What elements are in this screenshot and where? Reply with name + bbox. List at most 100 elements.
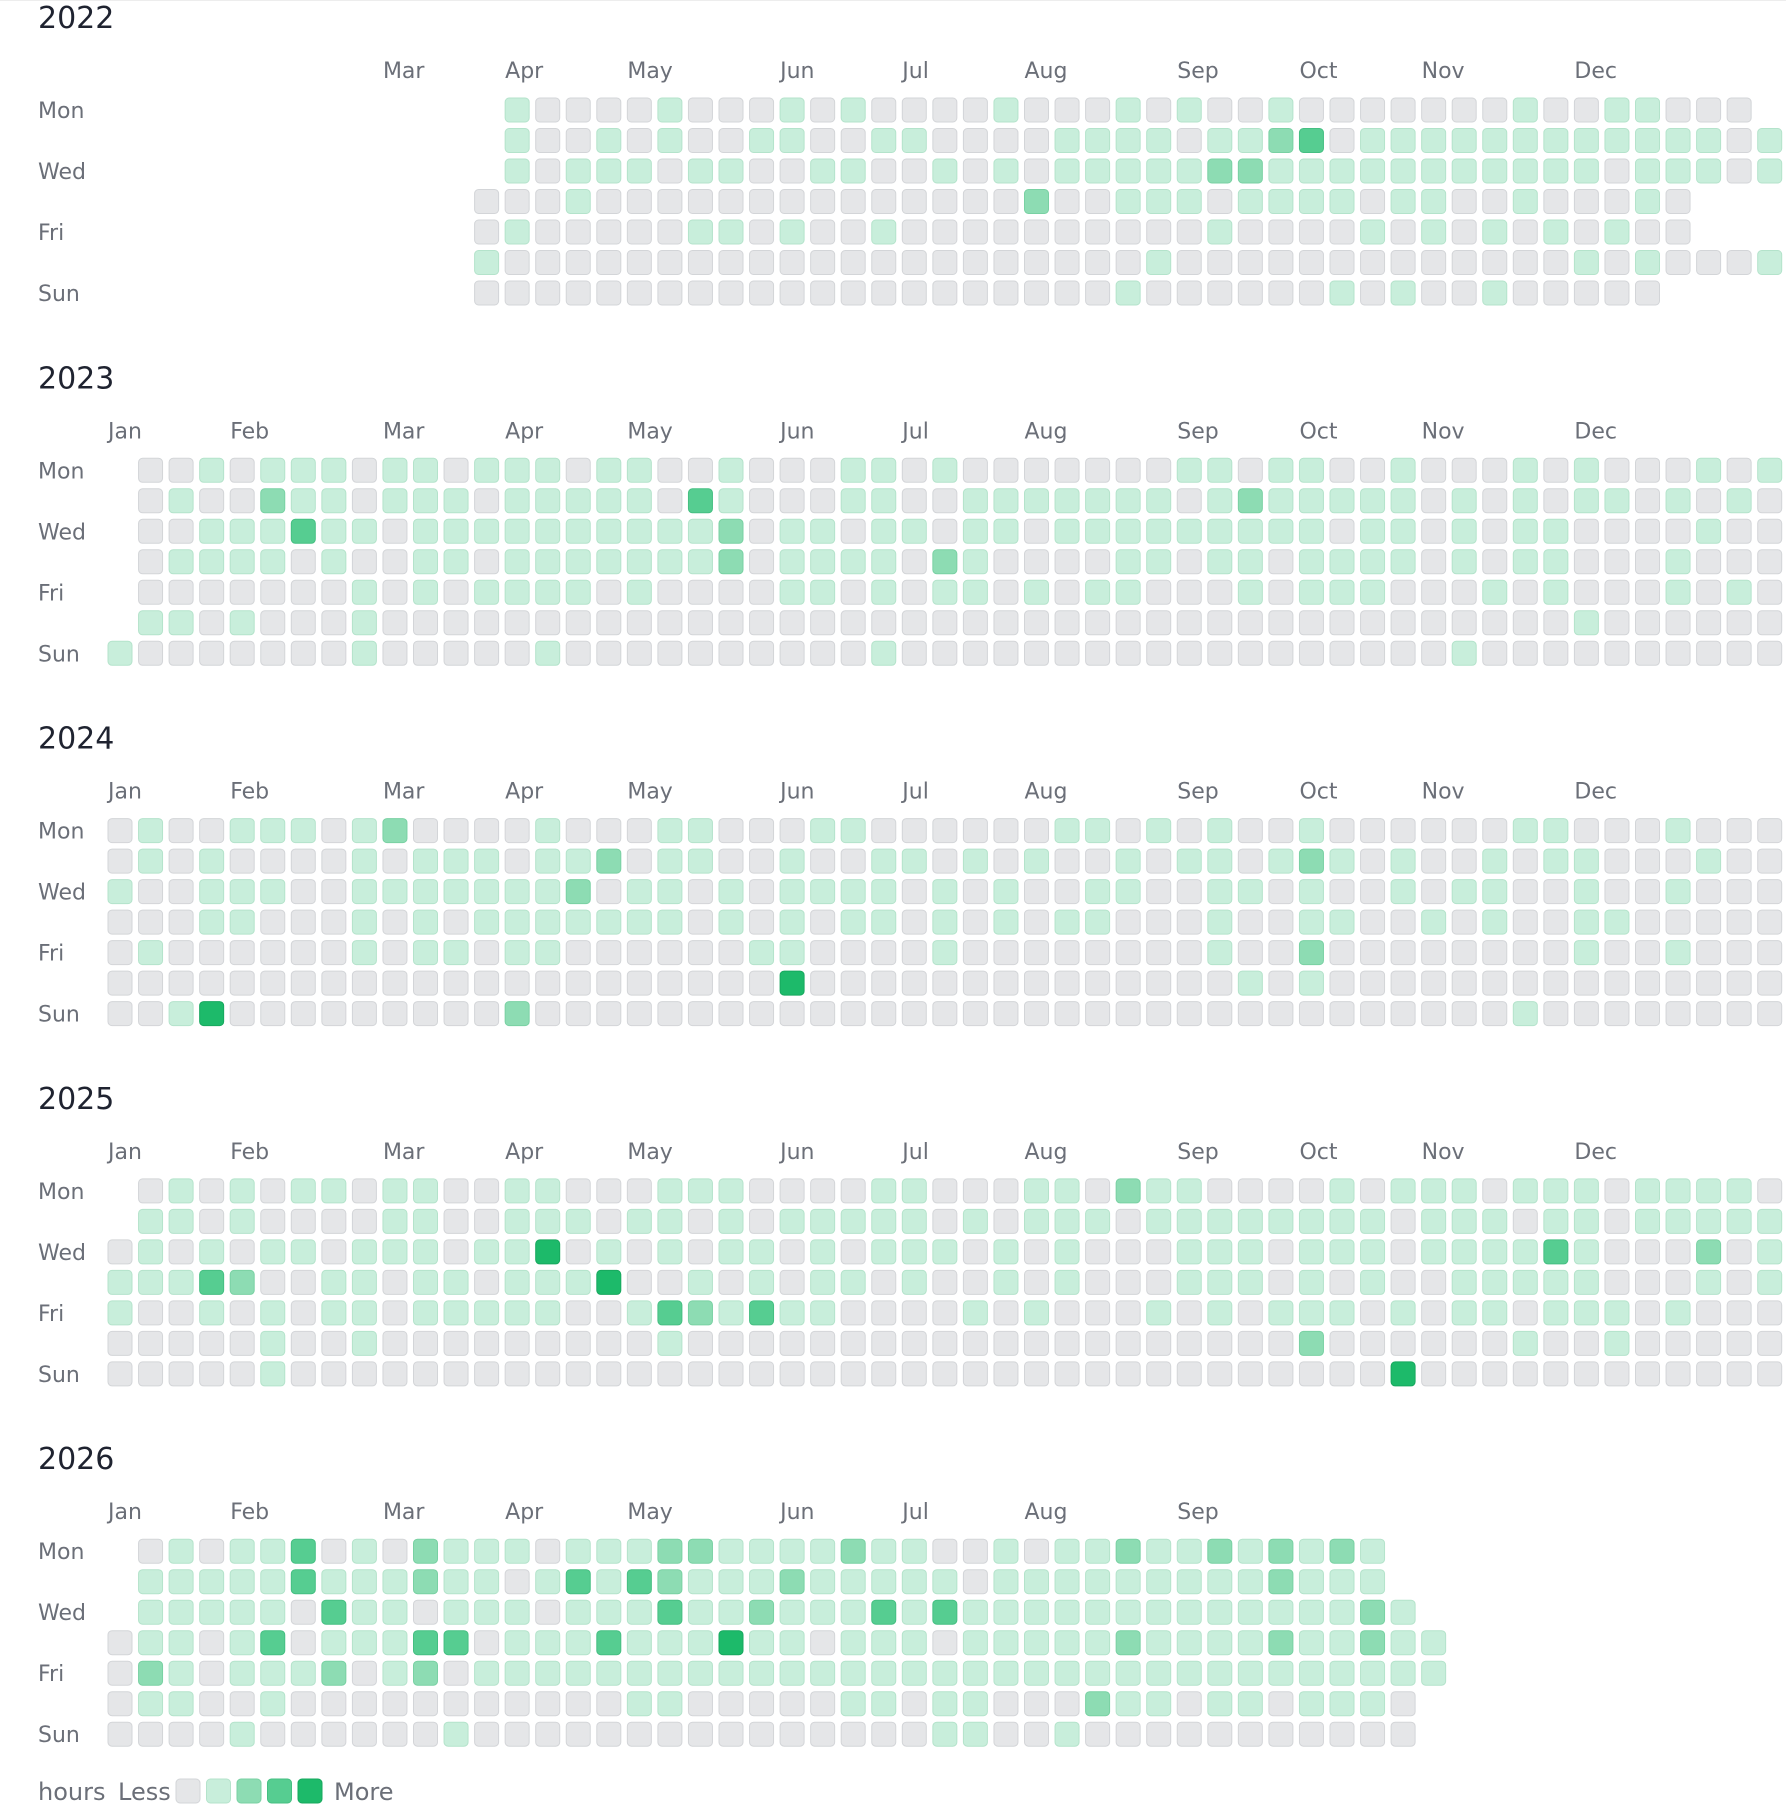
heatmap-cell[interactable]	[1543, 1178, 1569, 1204]
heatmap-cell[interactable]	[1360, 1599, 1386, 1625]
heatmap-cell[interactable]	[1237, 818, 1263, 844]
heatmap-cell[interactable]	[229, 610, 255, 636]
heatmap-cell[interactable]	[1024, 1001, 1049, 1027]
heatmap-cell[interactable]	[1268, 1001, 1294, 1027]
heatmap-cell[interactable]	[993, 1660, 1019, 1686]
heatmap-cell[interactable]	[290, 1208, 316, 1234]
heatmap-cell[interactable]	[657, 640, 683, 666]
heatmap-cell[interactable]	[901, 579, 927, 605]
heatmap-cell[interactable]	[596, 1630, 622, 1656]
heatmap-cell[interactable]	[504, 610, 530, 636]
heatmap-cell[interactable]	[657, 1300, 683, 1326]
heatmap-cell[interactable]	[474, 1660, 500, 1686]
heatmap-cell[interactable]	[1298, 579, 1324, 605]
heatmap-cell[interactable]	[1635, 579, 1660, 605]
heatmap-cell[interactable]	[138, 457, 164, 483]
heatmap-cell[interactable]	[229, 1660, 255, 1686]
heatmap-cell[interactable]	[626, 518, 652, 544]
heatmap-cell[interactable]	[1176, 518, 1202, 544]
heatmap-cell[interactable]	[413, 640, 438, 666]
heatmap-cell[interactable]	[718, 250, 744, 275]
heatmap-cell[interactable]	[1176, 128, 1202, 153]
heatmap-cell[interactable]	[1237, 1208, 1263, 1234]
heatmap-cell[interactable]	[290, 1538, 316, 1564]
heatmap-cell[interactable]	[565, 1569, 591, 1595]
heatmap-cell[interactable]	[1298, 1721, 1324, 1747]
heatmap-cell[interactable]	[840, 1691, 866, 1717]
heatmap-cell[interactable]	[1176, 549, 1202, 575]
heatmap-cell[interactable]	[871, 1660, 897, 1686]
heatmap-cell[interactable]	[718, 879, 744, 905]
heatmap-cell[interactable]	[1085, 1660, 1111, 1686]
heatmap-cell[interactable]	[718, 1721, 744, 1747]
heatmap-cell[interactable]	[1360, 1330, 1386, 1356]
heatmap-cell[interactable]	[626, 1361, 652, 1387]
heatmap-cell[interactable]	[1115, 879, 1141, 905]
heatmap-cell[interactable]	[168, 1208, 194, 1234]
heatmap-cell[interactable]	[321, 1300, 347, 1326]
heatmap-cell[interactable]	[1298, 818, 1324, 844]
heatmap-cell[interactable]	[321, 640, 347, 666]
heatmap-cell[interactable]	[168, 518, 194, 544]
heatmap-cell[interactable]	[1573, 1178, 1599, 1204]
heatmap-cell[interactable]	[1146, 219, 1172, 245]
heatmap-cell[interactable]	[474, 1269, 500, 1295]
heatmap-cell[interactable]	[1512, 1208, 1538, 1234]
heatmap-cell[interactable]	[443, 1660, 469, 1686]
heatmap-cell[interactable]	[1635, 1208, 1660, 1234]
heatmap-cell[interactable]	[1268, 1269, 1294, 1295]
heatmap-cell[interactable]	[1237, 518, 1263, 544]
heatmap-cell[interactable]	[1665, 488, 1691, 514]
heatmap-cell[interactable]	[351, 818, 377, 844]
heatmap-cell[interactable]	[1024, 1691, 1049, 1717]
heatmap-cell[interactable]	[1482, 128, 1508, 153]
heatmap-cell[interactable]	[1726, 909, 1752, 935]
heatmap-cell[interactable]	[535, 250, 561, 275]
heatmap-cell[interactable]	[1329, 219, 1355, 245]
heatmap-cell[interactable]	[596, 610, 622, 636]
heatmap-cell[interactable]	[749, 128, 775, 153]
heatmap-cell[interactable]	[1757, 579, 1783, 605]
heatmap-cell[interactable]	[749, 610, 775, 636]
heatmap-cell[interactable]	[840, 579, 866, 605]
heatmap-cell[interactable]	[321, 970, 347, 996]
heatmap-cell[interactable]	[1635, 640, 1660, 666]
heatmap-cell[interactable]	[1268, 1660, 1294, 1686]
heatmap-cell[interactable]	[321, 1330, 347, 1356]
heatmap-cell[interactable]	[1421, 940, 1447, 966]
heatmap-cell[interactable]	[1421, 250, 1447, 275]
heatmap-cell[interactable]	[199, 488, 225, 514]
heatmap-cell[interactable]	[1482, 219, 1508, 245]
heatmap-cell[interactable]	[871, 940, 897, 966]
heatmap-cell[interactable]	[1298, 1630, 1324, 1656]
heatmap-cell[interactable]	[1146, 158, 1172, 184]
heatmap-cell[interactable]	[1115, 610, 1141, 636]
heatmap-cell[interactable]	[626, 879, 652, 905]
heatmap-cell[interactable]	[1024, 1660, 1049, 1686]
heatmap-cell[interactable]	[168, 549, 194, 575]
heatmap-cell[interactable]	[1176, 1630, 1202, 1656]
heatmap-cell[interactable]	[718, 97, 744, 123]
heatmap-cell[interactable]	[199, 1660, 225, 1686]
heatmap-cell[interactable]	[199, 1300, 225, 1326]
heatmap-cell[interactable]	[1085, 909, 1111, 935]
heatmap-cell[interactable]	[932, 940, 958, 966]
heatmap-cell[interactable]	[993, 128, 1019, 153]
heatmap-cell[interactable]	[779, 1660, 805, 1686]
heatmap-cell[interactable]	[1543, 250, 1569, 275]
heatmap-cell[interactable]	[932, 1630, 958, 1656]
heatmap-cell[interactable]	[382, 1660, 408, 1686]
heatmap-cell[interactable]	[626, 1239, 652, 1265]
heatmap-cell[interactable]	[1115, 1721, 1141, 1747]
heatmap-cell[interactable]	[596, 1691, 622, 1717]
heatmap-cell[interactable]	[1298, 1538, 1324, 1564]
heatmap-cell[interactable]	[1054, 1538, 1080, 1564]
heatmap-cell[interactable]	[1482, 518, 1508, 544]
heatmap-cell[interactable]	[1604, 879, 1630, 905]
heatmap-cell[interactable]	[1604, 158, 1630, 184]
heatmap-cell[interactable]	[1757, 640, 1783, 666]
heatmap-cell[interactable]	[1726, 250, 1752, 275]
heatmap-cell[interactable]	[718, 189, 744, 214]
heatmap-cell[interactable]	[290, 1599, 316, 1625]
heatmap-cell[interactable]	[535, 1660, 561, 1686]
